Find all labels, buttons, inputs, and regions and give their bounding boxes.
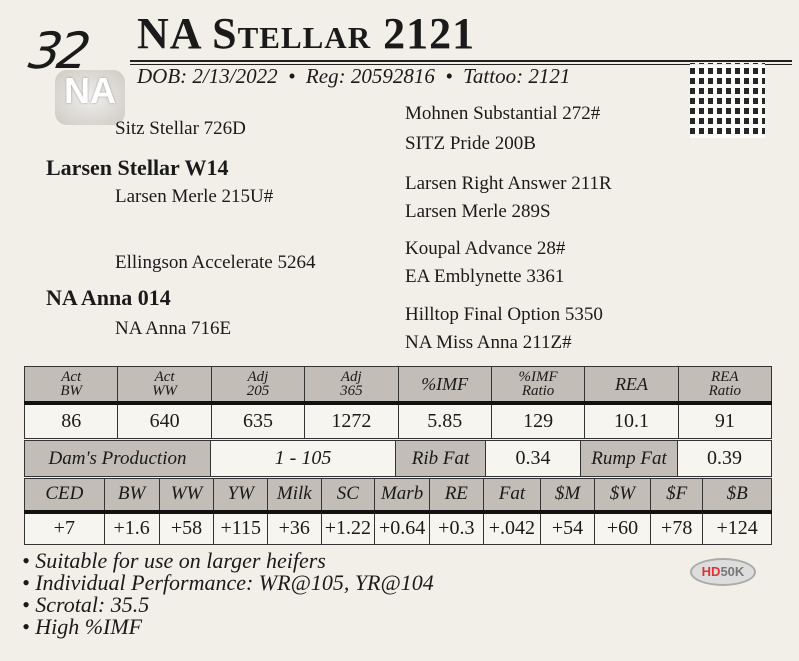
perf-header-line: WW <box>152 382 178 399</box>
sire: Larsen Stellar W14 <box>46 155 229 180</box>
perf-value: 5.85 <box>397 402 492 439</box>
epd-header: $B <box>702 478 772 512</box>
perf-header-line: %IMF <box>518 368 558 385</box>
rib-fat-value: 0.34 <box>485 440 581 477</box>
epd-header: Fat <box>482 478 542 512</box>
notes-list: • Suitable for use on larger heifers • I… <box>22 550 434 638</box>
hd50k-badge: HD50K <box>690 558 756 586</box>
perf-header: Adj 365 <box>304 366 399 403</box>
perf-header: Act BW <box>23 366 119 403</box>
dams-production-label: Dam's Production <box>24 440 211 477</box>
epd-value: +54 <box>540 511 595 545</box>
ped-dds: Hilltop Final Option 5350 <box>405 304 603 325</box>
perf-header-line: Act <box>154 368 175 385</box>
qr-code[interactable] <box>690 63 765 138</box>
epd-header: Milk <box>267 478 322 512</box>
epd-header: RE <box>429 478 484 512</box>
logo-text: NA <box>64 70 116 111</box>
perf-value: 1272 <box>304 402 399 439</box>
perf-header: REA <box>584 366 679 403</box>
epd-header: $M <box>540 478 595 512</box>
epd-value: +60 <box>593 511 652 545</box>
epd-header: CED <box>24 478 105 512</box>
epd-value: +.042 <box>482 511 542 545</box>
epd-value: +1.6 <box>103 511 160 545</box>
epd-value: +124 <box>702 511 772 545</box>
ped-sdd: Larsen Merle 289S <box>405 201 551 222</box>
epd-value: +78 <box>650 511 704 545</box>
epd-value: +115 <box>213 511 269 545</box>
perf-header: %IMF <box>397 366 492 403</box>
perf-header-line: REA <box>711 368 739 385</box>
ped-ddd: NA Miss Anna 211Z# <box>405 332 572 353</box>
perf-header-line: %IMF <box>421 373 469 394</box>
production-table: Dam's Production 1 - 105 Rib Fat 0.34 Ru… <box>24 440 772 477</box>
note: • High %IMF <box>22 614 143 639</box>
sire-dam: Larsen Merle 215U# <box>115 186 274 207</box>
badge-50k: 50K <box>720 564 745 579</box>
epd-header: YW <box>213 478 269 512</box>
perf-header-line: Adj <box>340 368 362 385</box>
epd-header: BW <box>103 478 160 512</box>
note: • Scrotal: 35.5 <box>22 592 150 617</box>
sire-sire: Sitz Stellar 726D <box>115 118 246 139</box>
perf-header-line: Act <box>61 368 82 385</box>
ped-dsd: EA Emblynette 3361 <box>405 266 565 287</box>
perf-value: 86 <box>23 402 119 439</box>
perf-header-line: Adj <box>247 368 269 385</box>
perf-header-line: Ratio <box>521 382 555 399</box>
na-logo: NA <box>55 70 125 125</box>
perf-header: %IMF Ratio <box>490 366 586 403</box>
ped-sds: Larsen Right Answer 211R <box>405 173 612 194</box>
dams-production-value: 1 - 105 <box>210 440 396 477</box>
rib-fat-label: Rib Fat <box>395 440 486 477</box>
rump-fat-label: Rump Fat <box>580 440 678 477</box>
perf-header: REA Ratio <box>677 366 773 403</box>
epd-header: Marb <box>374 478 431 512</box>
perf-header-line: BW <box>60 382 83 399</box>
perf-value: 640 <box>117 402 212 439</box>
registration-info: DOB: 2/13/2022 • Reg: 20592816 • Tattoo:… <box>137 64 571 88</box>
perf-header: Adj 205 <box>210 366 306 403</box>
badge-hd: HD <box>701 564 721 579</box>
perf-header: Act WW <box>117 366 212 403</box>
epd-value: +36 <box>267 511 322 545</box>
performance-table: Act BW Act WW Adj 205 Adj 365 %IMF %IMF Ratio REA RE… <box>23 366 773 439</box>
perf-header-line: REA <box>614 373 648 394</box>
epd-value: +1.22 <box>320 511 376 545</box>
dam: NA Anna 014 <box>46 285 171 310</box>
perf-value: 635 <box>210 402 306 439</box>
dam-dam: NA Anna 716E <box>115 318 232 339</box>
dam-sire: Ellingson Accelerate 5264 <box>115 252 316 273</box>
epd-value: +0.64 <box>374 511 431 545</box>
epd-header: WW <box>158 478 215 512</box>
epd-header: $F <box>650 478 704 512</box>
ped-dss: Koupal Advance 28# <box>405 238 566 259</box>
note: • Individual Performance: WR@105, YR@104 <box>22 570 434 595</box>
animal-name: NA Stellar 2121 <box>137 9 476 58</box>
ped-ssd: SITZ Pride 200B <box>405 133 536 154</box>
rump-fat-value: 0.39 <box>677 440 772 477</box>
note: • Suitable for use on larger heifers <box>22 548 326 573</box>
epd-header: SC <box>320 478 376 512</box>
epd-value: +58 <box>158 511 215 545</box>
perf-header-line: 205 <box>246 382 270 399</box>
ped-sss: Mohnen Substantial 272# <box>405 103 601 124</box>
epd-table: CED BW WW YW Milk SC Marb RE Fat $M $W $F $B +7 +1.6 +… <box>24 478 772 545</box>
perf-header-line: Ratio <box>708 382 742 399</box>
perf-header-line: 365 <box>340 382 363 399</box>
perf-value: 10.1 <box>584 402 679 439</box>
title-divider <box>130 60 792 65</box>
epd-value: +7 <box>24 511 105 545</box>
epd-value: +0.3 <box>429 511 484 545</box>
perf-value: 91 <box>677 402 773 439</box>
perf-value: 129 <box>490 402 586 439</box>
epd-header: $W <box>593 478 652 512</box>
